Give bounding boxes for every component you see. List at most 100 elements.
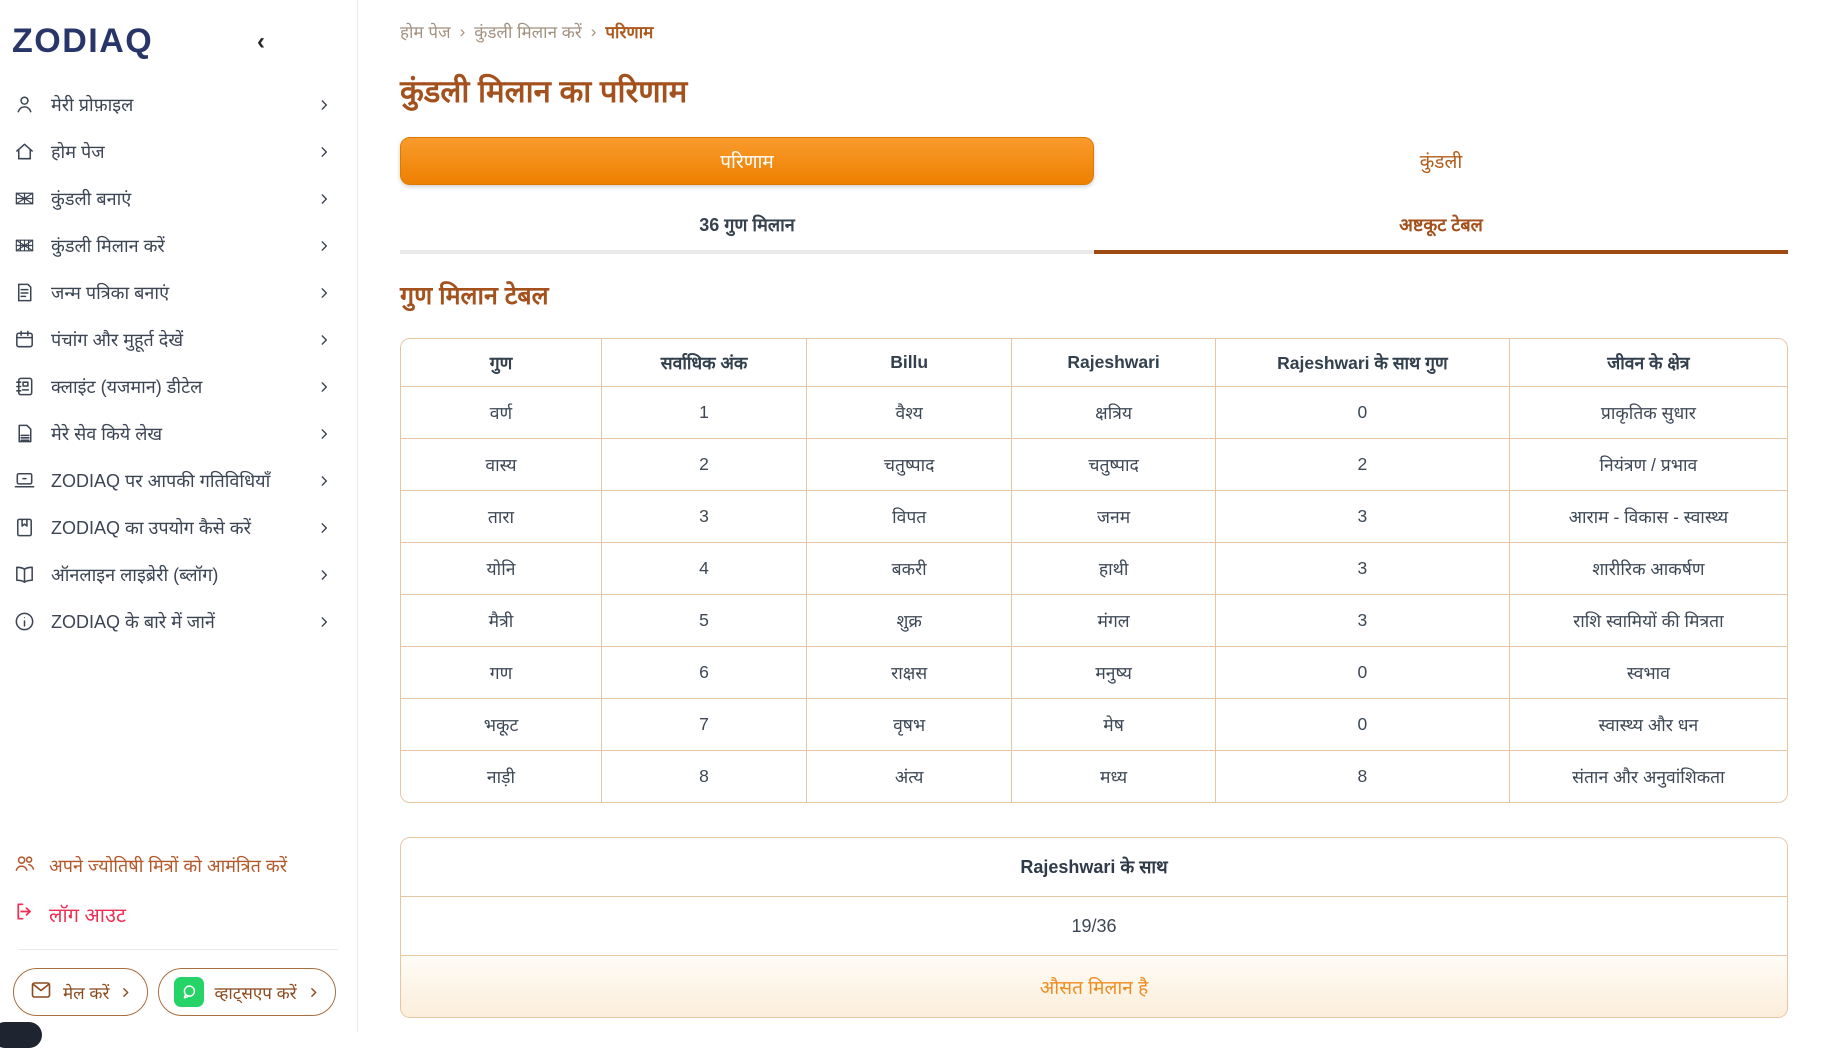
cell: मध्य — [1012, 751, 1216, 802]
cell: जनम — [1012, 491, 1216, 543]
cell: स्वभाव — [1509, 647, 1787, 699]
chevron-right-icon — [307, 986, 320, 999]
tab-result[interactable]: परिणाम — [400, 137, 1094, 185]
client-details-icon — [13, 375, 36, 398]
invite-label: अपने ज्योतिषी मित्रों को आमंत्रित करें — [49, 856, 288, 876]
cell: नियंत्रण / प्रभाव — [1509, 439, 1787, 491]
sidebar-item-create-kundali[interactable]: कुंडली बनाएं — [0, 175, 357, 222]
whatsapp-button[interactable]: व्हाट्सएप करें — [158, 968, 336, 1016]
sidebar-item-label: क्लाइंट (यजमान) डीटेल — [51, 376, 203, 397]
cell: मेष — [1012, 699, 1216, 751]
chevron-right-icon — [317, 474, 331, 488]
cell: विपत — [807, 491, 1013, 543]
chevron-right-icon — [317, 145, 331, 159]
table-row: वर्ण 1 वैश्य क्षत्रिय 0 प्राकृतिक सुधार — [401, 387, 1787, 439]
chevron-right-icon — [119, 986, 132, 999]
cell: 3 — [1215, 491, 1510, 543]
sidebar-item-label: मेरी प्रोफ़ाइल — [51, 94, 134, 115]
sidebar-item-label: ZODIAQ का उपयोग कैसे करें — [51, 517, 251, 538]
sidebar-item-saved-articles[interactable]: मेरे सेव किये लेख — [0, 410, 357, 457]
cell: क्षत्रिय — [1012, 387, 1216, 439]
sidebar-item-label: कुंडली बनाएं — [51, 188, 132, 209]
cell: 8 — [601, 751, 808, 802]
cell: स्वास्थ्य और धन — [1509, 699, 1787, 751]
logout-label: लॉग आउट — [49, 905, 127, 927]
breadcrumb-separator: › — [459, 21, 466, 41]
table-row: नाड़ी 8 अंत्य मध्य 8 संतान और अनुवांशिकता — [401, 751, 1787, 802]
kundali-icon — [13, 187, 36, 210]
table-header-row: गुण सर्वाधिक अंक Billu Rajeshwari Rajesh… — [401, 339, 1787, 387]
logout-button[interactable]: लॉग आउट — [13, 890, 344, 949]
gun-milan-table-container: गुण सर्वाधिक अंक Billu Rajeshwari Rajesh… — [400, 338, 1788, 803]
cell: 3 — [601, 491, 808, 543]
main-content: होम पेज › कुंडली मिलान करें › परिणाम कुं… — [358, 0, 1830, 1032]
sidebar-item-home[interactable]: होम पेज — [0, 128, 357, 175]
chevron-right-icon — [317, 286, 331, 300]
cell: 5 — [601, 595, 808, 647]
chevron-right-icon — [317, 192, 331, 206]
sidebar-item-my-profile[interactable]: मेरी प्रोफ़ाइल — [0, 81, 357, 128]
cell: योनि — [401, 543, 602, 595]
tab-kundali[interactable]: कुंडली — [1419, 152, 1463, 173]
breadcrumb: होम पेज › कुंडली मिलान करें › परिणाम — [400, 20, 1788, 43]
breadcrumb-match-kundali[interactable]: कुंडली मिलान करें — [474, 23, 582, 42]
chevron-right-icon — [317, 568, 331, 582]
cell: 3 — [1215, 543, 1510, 595]
people-icon — [13, 852, 36, 880]
table-row: मैत्री 5 शुक्र मंगल 3 राशि स्वामियों की मित्र… — [401, 595, 1787, 647]
sidebar-menu: मेरी प्रोफ़ाइल होम पेज कुंडली बनाएं कुंड… — [0, 81, 357, 645]
cell: चतुष्पाद — [807, 439, 1013, 491]
cell: तारा — [401, 491, 602, 543]
cell: 6 — [601, 647, 808, 699]
chevron-right-icon — [317, 521, 331, 535]
chevron-right-icon — [317, 615, 331, 629]
table-row: गण 6 राक्षस मनुष्य 0 स्वभाव — [401, 647, 1787, 699]
column-header-billu: Billu — [807, 339, 1013, 387]
column-header-life-area: जीवन के क्षेत्र — [1509, 339, 1787, 387]
sidebar-divider — [19, 949, 338, 950]
cell: राक्षस — [807, 647, 1013, 699]
chevron-right-icon — [317, 427, 331, 441]
subtab-36-gun-milan[interactable]: 36 गुण मिलान — [400, 213, 1094, 254]
zodiaq-logo[interactable]: ZODIAQ — [12, 22, 154, 60]
cell: शारीरिक आकर्षण — [1509, 543, 1787, 595]
sidebar-item-label: जन्म पत्रिका बनाएं — [51, 282, 170, 303]
chevron-right-icon — [317, 380, 331, 394]
page-title: कुंडली मिलान का परिणाम — [400, 74, 688, 109]
sidebar-collapse-icon[interactable]: ‹ — [257, 27, 265, 55]
contact-buttons: मेल करें व्हाट्सएप करें — [13, 950, 344, 1032]
cell: हाथी — [1012, 543, 1216, 595]
cell: वर्ण — [401, 387, 602, 439]
sidebar-item-label: होम पेज — [51, 141, 105, 162]
mail-button[interactable]: मेल करें — [13, 968, 149, 1016]
sidebar-item-birth-chart[interactable]: जन्म पत्रिका बनाएं — [0, 269, 357, 316]
match-summary-box: Rajeshwari के साथ 19/36 औसत मिलान है — [400, 837, 1788, 1018]
cell: भकूट — [401, 699, 602, 751]
cell: मंगल — [1012, 595, 1216, 647]
sidebar-item-panchang[interactable]: पंचांग और मुहूर्त देखें — [0, 316, 357, 363]
table-row: भकूट 7 वृषभ मेष 0 स्वास्थ्य और धन — [401, 699, 1787, 751]
sidebar-item-client-details[interactable]: क्लाइंट (यजमान) डीटेल — [0, 363, 357, 410]
gun-milan-table-heading: गुण मिलान टेबल — [400, 282, 549, 310]
breadcrumb-home[interactable]: होम पेज — [400, 23, 451, 42]
sidebar-item-match-kundali[interactable]: कुंडली मिलान करें — [0, 222, 357, 269]
invite-astrologer-friends-link[interactable]: अपने ज्योतिषी मित्रों को आमंत्रित करें — [13, 844, 344, 890]
cell: 2 — [601, 439, 808, 491]
chevron-right-icon — [317, 333, 331, 347]
sidebar-item-label: मेरे सेव किये लेख — [51, 423, 163, 444]
breadcrumb-current: परिणाम — [605, 23, 654, 42]
cell: शुक्र — [807, 595, 1013, 647]
table-row: योनि 4 बकरी हाथी 3 शारीरिक आकर्षण — [401, 543, 1787, 595]
birth-chart-document-icon — [13, 281, 36, 304]
subtab-ashtakoot-table[interactable]: अष्टकूट टेबल — [1094, 213, 1788, 254]
chevron-right-icon — [317, 98, 331, 112]
cell: प्राकृतिक सुधार — [1509, 387, 1787, 439]
sidebar-item-online-library[interactable]: ऑनलाइन लाइब्रेरी (ब्लॉग) — [0, 551, 357, 598]
sidebar-item-about-zodiaq[interactable]: ZODIAQ के बारे में जानें — [0, 598, 357, 645]
sidebar-item-how-to-use[interactable]: ZODIAQ का उपयोग कैसे करें — [0, 504, 357, 551]
chevron-right-icon — [317, 239, 331, 253]
sidebar-item-activities[interactable]: ZODIAQ पर आपकी गतिविधियाँ — [0, 457, 357, 504]
whatsapp-icon — [174, 977, 205, 1007]
column-header-gun: गुण — [401, 339, 602, 387]
sidebar-item-label: पंचांग और मुहूर्त देखें — [51, 329, 184, 350]
